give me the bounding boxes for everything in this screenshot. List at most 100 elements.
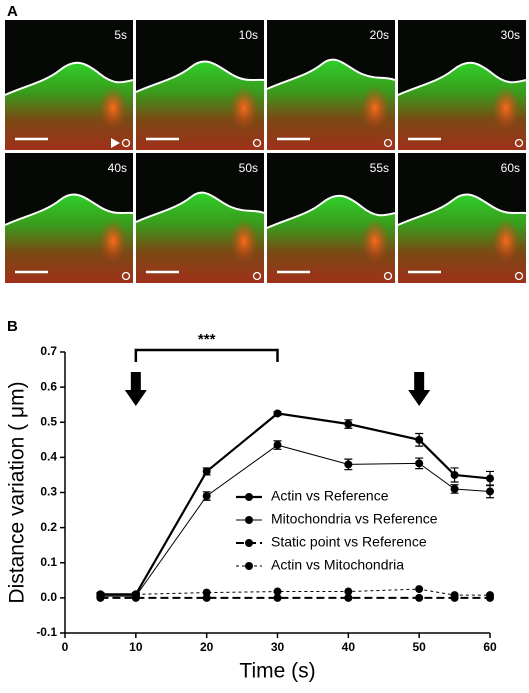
stimulus-arrow — [124, 372, 147, 406]
micrograph: 55s — [266, 153, 396, 283]
data-point — [131, 590, 140, 599]
legend-label: Actin vs Reference — [271, 488, 389, 504]
reference-point — [383, 271, 393, 281]
mitochondrion — [361, 86, 389, 130]
data-point — [344, 587, 353, 596]
y-tick-label: 0.2 — [40, 520, 57, 534]
time-label: 30s — [501, 28, 520, 42]
arrowhead — [111, 138, 120, 148]
time-label: 5s — [114, 28, 127, 42]
time-label: 55s — [370, 161, 389, 175]
x-axis-label: Time (s) — [239, 660, 315, 683]
time-label: 40s — [108, 161, 127, 175]
series-line — [100, 588, 490, 596]
x-tick-label: 10 — [129, 640, 143, 654]
time-label: 20s — [370, 28, 389, 42]
reference-point — [252, 138, 262, 148]
cell-region — [398, 194, 526, 283]
micrograph: 60s — [397, 153, 527, 283]
y-axis-label: Distance variation ( μm) — [6, 381, 29, 603]
micrograph: 30s — [397, 20, 527, 150]
legend-marker — [245, 493, 253, 501]
data-point — [344, 420, 353, 429]
data-point — [486, 591, 494, 600]
cell-edge — [397, 193, 527, 226]
data-point — [450, 591, 459, 600]
legend-label: Static point vs Reference — [271, 534, 427, 550]
x-tick-label: 30 — [271, 640, 285, 654]
cell-edge — [266, 58, 396, 90]
micrograph: 10s — [135, 20, 265, 150]
y-tick-label: -0.1 — [36, 625, 57, 639]
data-point — [202, 492, 211, 501]
reference-point — [514, 271, 524, 281]
data-point — [273, 441, 282, 450]
data-point — [273, 593, 282, 602]
y-tick-label: 0.7 — [40, 344, 57, 358]
mitochondrion — [361, 219, 389, 263]
y-tick-label: 0.5 — [40, 414, 57, 428]
data-point — [96, 590, 105, 599]
legend-label: Actin vs Mitochondria — [271, 557, 404, 573]
micrograph: 20s — [266, 20, 396, 150]
data-point — [344, 593, 353, 602]
significance-label: *** — [198, 331, 216, 348]
x-tick-label: 40 — [342, 640, 356, 654]
micrograph: 5s — [4, 20, 134, 150]
legend-label: Mitochondria vs Reference — [271, 511, 438, 527]
legend-marker — [245, 516, 253, 524]
mitochondrion — [230, 86, 258, 130]
stimulus-arrow — [408, 372, 431, 406]
cell-edge — [135, 191, 265, 223]
cell-edge — [266, 194, 396, 229]
reference-point — [514, 138, 524, 148]
data-point — [415, 585, 424, 594]
x-tick-label: 60 — [483, 640, 497, 654]
reference-point — [383, 138, 393, 148]
significance-bracket — [134, 348, 279, 362]
reference-point — [121, 271, 131, 281]
data-point — [415, 593, 424, 602]
time-label: 50s — [239, 161, 258, 175]
x-tick-label: 50 — [412, 640, 426, 654]
series-line — [100, 444, 491, 597]
cell-region — [398, 62, 526, 150]
y-tick-label: 0.4 — [40, 450, 57, 464]
cell-edge — [4, 61, 134, 96]
x-tick-label: 0 — [62, 640, 69, 654]
data-point — [273, 409, 282, 418]
y-tick-label: 0.6 — [40, 379, 57, 393]
mitochondrion — [99, 219, 127, 263]
data-point — [415, 435, 424, 444]
cell-edge — [397, 61, 527, 96]
data-point — [344, 460, 353, 469]
y-tick-label: 0.0 — [40, 590, 57, 604]
panel-label: B — [7, 318, 18, 335]
y-tick-label: 0.3 — [40, 485, 57, 499]
data-point — [202, 467, 211, 476]
legend-marker — [245, 539, 253, 547]
legend-marker — [245, 562, 253, 570]
micrograph: 50s — [135, 153, 265, 283]
x-tick-label: 20 — [200, 640, 214, 654]
data-point — [273, 587, 282, 596]
cell-region — [5, 194, 133, 283]
data-point — [486, 474, 494, 483]
series-line — [100, 412, 491, 596]
cell-region — [136, 61, 264, 150]
reference-point — [252, 271, 262, 281]
data-point — [415, 459, 424, 468]
mitochondrion — [492, 219, 520, 263]
data-point — [202, 588, 211, 597]
reference-point — [121, 138, 131, 148]
data-point — [450, 484, 459, 493]
cell-region — [136, 192, 264, 283]
cell-edge — [135, 60, 265, 93]
data-point — [486, 487, 494, 496]
mitochondrion — [230, 219, 258, 263]
mitochondrion — [99, 86, 127, 130]
cell-edge — [4, 193, 134, 226]
cell-region — [267, 59, 395, 150]
panel-label: A — [7, 3, 18, 20]
